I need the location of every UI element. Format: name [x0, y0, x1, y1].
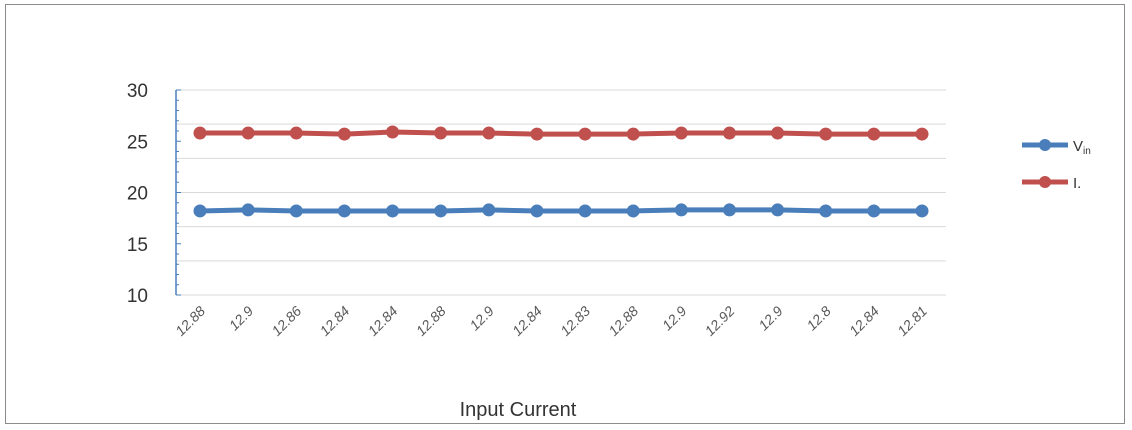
x-tick-label: 12.86 [268, 303, 304, 339]
data-point [819, 204, 833, 218]
data-point [434, 204, 448, 218]
y-tick-label: 30 [127, 81, 148, 102]
data-point [722, 126, 736, 140]
x-tick-label: 12.9 [659, 303, 690, 334]
data-point [289, 204, 303, 218]
data-point [530, 204, 544, 218]
data-point [674, 203, 688, 217]
data-point [771, 126, 785, 140]
x-tick-label: 12.88 [172, 303, 208, 339]
data-point [337, 204, 351, 218]
x-tick-label: 12.8 [803, 303, 834, 334]
legend-label: I. [1073, 175, 1081, 192]
series-group [193, 125, 929, 218]
data-point [867, 127, 881, 141]
data-point [578, 127, 592, 141]
data-point [386, 125, 400, 139]
data-point [915, 204, 929, 218]
x-tick-label: 12.9 [755, 303, 786, 334]
y-tick-label: 10 [127, 286, 148, 307]
legend-swatch-marker [1039, 139, 1051, 151]
x-tick-label: 12.9 [226, 303, 257, 334]
y-tick-label: 25 [127, 132, 148, 153]
legend-label: Vin [1073, 138, 1091, 157]
data-point [386, 204, 400, 218]
data-point [626, 204, 640, 218]
data-point [193, 126, 207, 140]
x-tick-label: 12.92 [701, 303, 737, 339]
x-tick-label: 12.88 [413, 303, 449, 339]
x-tick-label: 12.81 [894, 303, 930, 339]
y-axis [175, 89, 181, 296]
data-point [193, 204, 207, 218]
series-line-1 [200, 129, 922, 137]
data-point [771, 203, 785, 217]
data-point [482, 203, 496, 217]
data-point [578, 204, 592, 218]
data-point [915, 127, 929, 141]
data-point [482, 126, 496, 140]
data-point [289, 126, 303, 140]
x-tick-labels: 12.88 12.9 12.86 12.84 12.84 12.88 12.9 12.84 12… [172, 303, 930, 339]
data-point [626, 127, 640, 141]
x-tick-label: 12.88 [605, 303, 641, 339]
y-tick-label: 20 [127, 184, 148, 205]
data-point [530, 127, 544, 141]
legend-swatch-marker [1039, 176, 1051, 188]
x-axis-title: Input Current [460, 399, 577, 421]
x-tick-label: 12.83 [557, 303, 593, 339]
y-tick-label: 15 [127, 235, 148, 256]
legend: Vin I. [1022, 138, 1091, 192]
data-point [674, 126, 688, 140]
data-point [722, 203, 736, 217]
gridlines [176, 89, 946, 296]
y-tick-labels: 10 15 20 25 30 [127, 81, 148, 307]
series-line-0 [199, 207, 922, 214]
data-point [819, 127, 833, 141]
data-point [867, 204, 881, 218]
data-point [337, 127, 351, 141]
x-tick-label: 12.84 [846, 303, 882, 339]
x-tick-label: 12.84 [509, 303, 545, 339]
x-tick-label: 12.84 [365, 303, 401, 339]
data-point [241, 203, 255, 217]
x-tick-label: 12.9 [466, 303, 497, 334]
chart-frame [5, 4, 1125, 424]
data-point [241, 126, 255, 140]
data-point [434, 126, 448, 140]
x-tick-label: 12.84 [316, 303, 352, 339]
